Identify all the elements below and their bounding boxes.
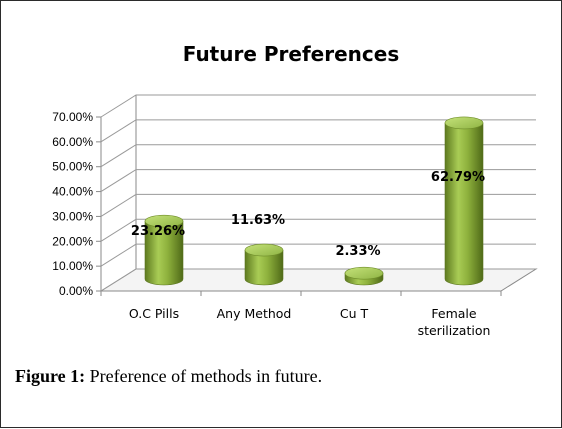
y-tick-label: 40.00% [52,185,93,199]
chart-title: Future Preferences [183,42,399,66]
y-axis: 0.00% 10.00% 20.00% 30.00% 40.00% 50.00% 60.00… [52,110,502,298]
bar-top [144,214,184,228]
y-tick-label: 20.00% [52,234,93,248]
bar-top [444,116,484,130]
y-tick-label: 10.00% [52,259,93,273]
gridline [100,144,536,168]
bar [244,243,284,286]
gridline [100,169,536,192]
bar [344,266,384,286]
bar-top [244,243,284,257]
x-category-label: Cu T [340,306,369,321]
x-category-label-line: Female [431,306,477,321]
y-tick-label: 50.00% [52,160,93,174]
bar-body [144,220,184,286]
x-category-label-line: Any Method [217,306,292,321]
bar-body [244,249,284,286]
x-category-label: Any Method [217,306,292,321]
bars [144,116,484,286]
x-category-label: Female sterilization [418,306,491,338]
gridline [100,119,536,143]
caption-text: Preference of methods in future. [85,366,323,386]
y-tick-label: 30.00% [52,209,93,223]
gridline [100,218,536,242]
x-axis-labels: O.C Pills Any Method Cu T Female sterilizati… [129,306,491,338]
data-labels: 23.26% 11.63% 2.33% 62.79% [131,170,485,259]
caption-label: Figure 1: [15,366,86,386]
bar-top [344,266,384,280]
bar-body [444,122,484,286]
gridline [100,94,536,118]
x-category-label: O.C Pills [129,306,179,321]
data-label: 11.63% [231,213,285,228]
gridline [100,193,536,217]
bar [444,116,484,286]
x-category-label-line: sterilization [418,323,491,338]
bar [144,214,184,286]
y-tick-label: 60.00% [52,135,93,149]
gridline [100,243,536,267]
y-tick-label: 0.00% [59,284,93,298]
x-category-label-line: Cu T [340,306,369,321]
gridlines [100,94,536,292]
figure-caption: Figure 1: Preference of methods in futur… [15,366,322,387]
data-label: 62.79% [431,170,485,185]
data-label: 2.33% [335,244,380,259]
x-category-label-line: O.C Pills [129,306,179,321]
gridline [100,268,536,292]
data-label: 23.26% [131,224,185,239]
y-tick-label: 70.00% [52,110,93,124]
